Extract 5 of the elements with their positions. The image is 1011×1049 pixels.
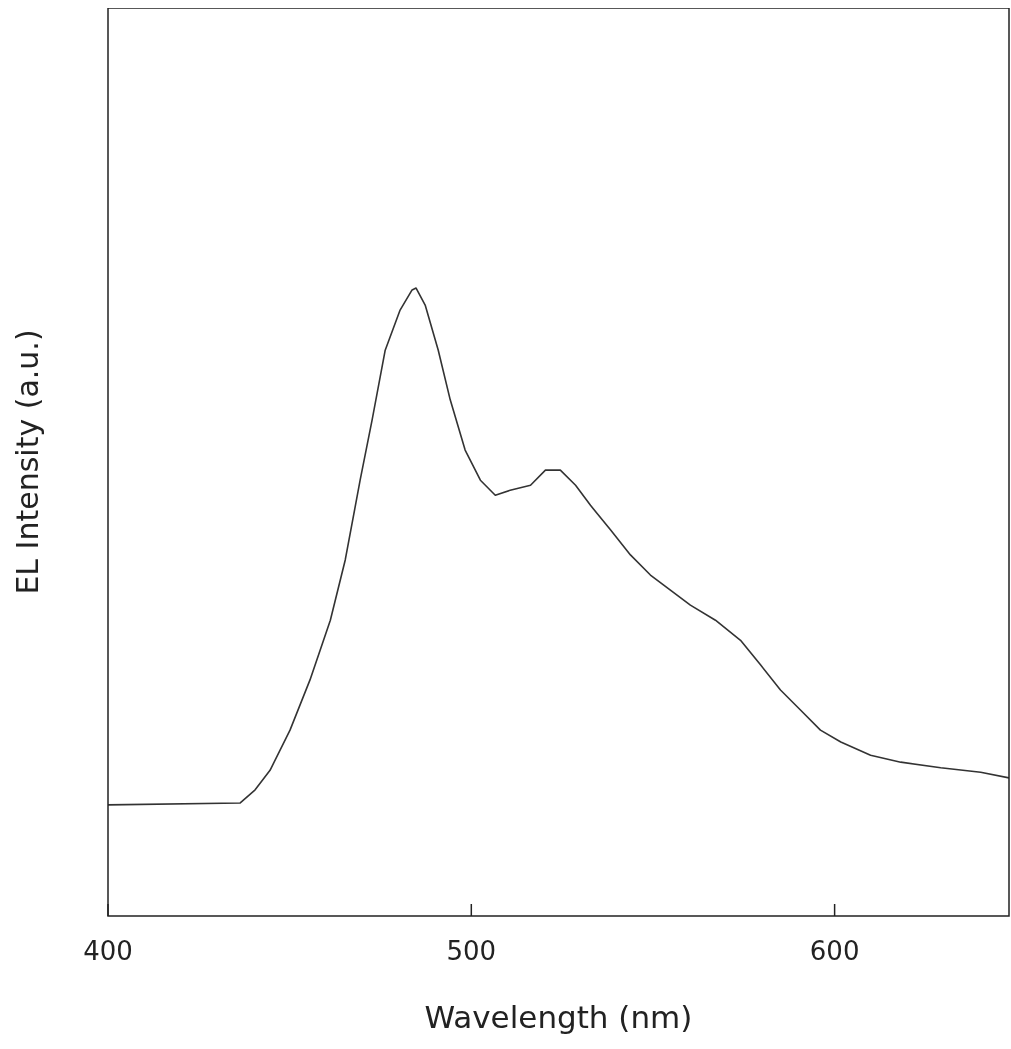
y-axis-title: EL Intensity (a.u.): [9, 329, 45, 595]
x-tick-label: 500: [446, 936, 497, 967]
x-axis-title: Wavelength (nm): [424, 999, 693, 1036]
x-tick-label: 400: [83, 936, 133, 967]
x-tick-label: 600: [809, 936, 860, 967]
